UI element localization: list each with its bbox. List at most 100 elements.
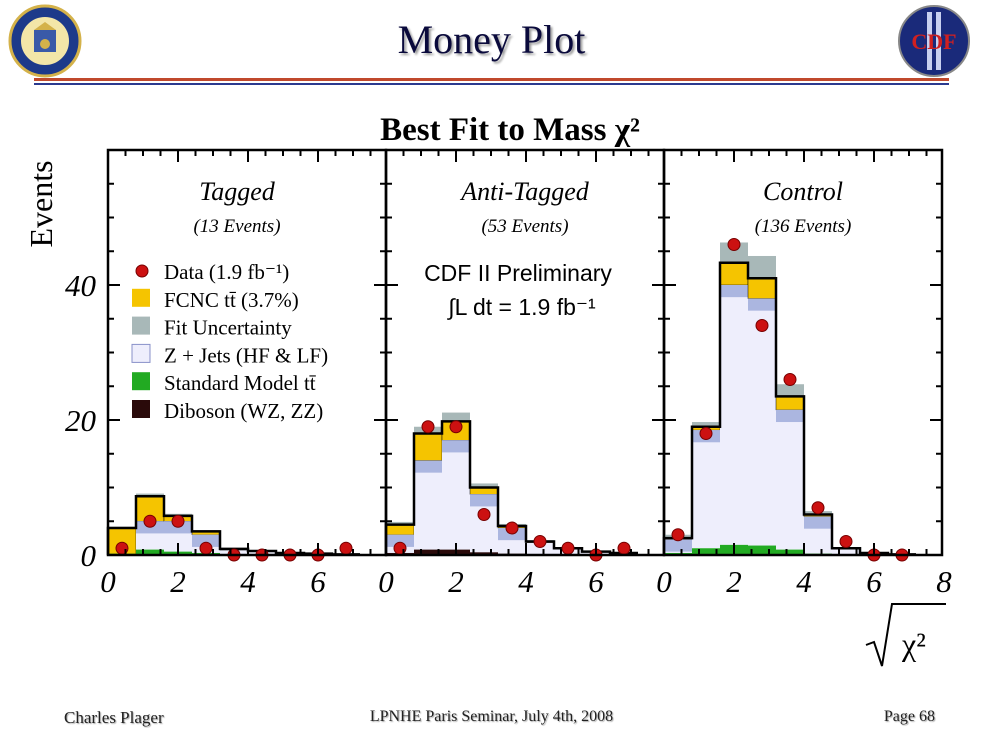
total-histogram-outline	[662, 261, 916, 556]
zjets-shade	[804, 516, 832, 529]
legend-label: Z + Jets (HF & LF)	[164, 343, 328, 367]
fcnc-bar	[747, 278, 777, 299]
zjets-bar	[414, 460, 442, 550]
sm-ttbar-bar	[470, 552, 498, 555]
footer-author: Charles Plager	[64, 708, 164, 727]
y-tick-label: 40	[65, 268, 97, 303]
data-point	[699, 427, 713, 440]
sm-ttbar-bar	[748, 545, 776, 555]
zjets-shade	[664, 539, 692, 552]
zjets-bar	[720, 285, 748, 545]
zjets-bar	[748, 298, 776, 546]
fcnc-bar	[775, 396, 805, 411]
total-histogram-outline	[384, 420, 638, 555]
panel-title: Tagged	[199, 177, 276, 206]
data-point	[449, 420, 463, 434]
legend-swatch	[132, 372, 150, 391]
x-tick-label: 0	[656, 564, 672, 599]
data-point	[755, 319, 769, 332]
title-underline-blue	[34, 83, 949, 85]
fcnc-bar	[413, 433, 443, 461]
panel-events-count: (53 Events)	[481, 216, 568, 237]
data-point	[671, 528, 685, 542]
data-point	[171, 514, 185, 528]
legend-item: Data (1.9 fb⁻¹)	[135, 260, 289, 284]
legend-swatch	[132, 400, 150, 418]
zjets-shade	[470, 494, 498, 507]
x-tick-label: 2	[448, 564, 464, 599]
data-point	[421, 420, 435, 434]
data-point	[727, 238, 741, 251]
data-point	[339, 541, 353, 555]
legend-item: Diboson (WZ, ZZ)	[132, 399, 323, 423]
x-tick-label: 4	[796, 564, 812, 599]
data-point	[199, 541, 213, 555]
legend-item: FCNC tt̄ (3.7%)	[132, 288, 299, 312]
fcnc-bar	[719, 262, 749, 286]
panel-control: 0 2 4 6 8 Control (136 Events)	[656, 148, 952, 599]
legend: Data (1.9 fb⁻¹) FCNC tt̄ (3.7%) Fit Uncert…	[131, 260, 328, 423]
x-tick-label: 0	[100, 564, 116, 599]
zjets-shade	[748, 298, 776, 311]
y-axis-label: Events	[23, 160, 59, 247]
sm-ttbar-bar	[692, 548, 720, 555]
chart-title: Best Fit to Mass χ²	[380, 112, 640, 148]
x-tick-label: 2	[726, 564, 742, 599]
legend-swatch-data	[135, 264, 149, 278]
x-tick-label: 2	[170, 564, 186, 599]
data-point	[839, 535, 853, 548]
zjets-bar	[692, 430, 720, 549]
x-tick-label: 4	[518, 564, 534, 599]
legend-item: Fit Uncertainty	[132, 316, 292, 340]
y-tick-label: 20	[65, 403, 97, 438]
panel-events-count: (13 Events)	[193, 216, 280, 237]
panel-events-count: (136 Events)	[755, 216, 852, 237]
cdf-logo-text: CDF	[911, 29, 956, 54]
x-tick-label: 6	[866, 564, 882, 599]
x-axis-label: χ²	[865, 603, 946, 667]
panel-anti-tagged: 0 2 4 6 Anti-Tagged (53 Events)	[378, 148, 666, 599]
zjets-bar	[526, 542, 554, 555]
data-point	[477, 508, 491, 521]
data-point	[561, 541, 575, 555]
x-tick-label: 8	[936, 564, 952, 599]
legend-label: Diboson (WZ, ZZ)	[164, 399, 323, 423]
zjets-shade	[414, 460, 442, 473]
footer-page-number: Page 68	[883, 708, 935, 725]
legend-item: Z + Jets (HF & LF)	[131, 343, 328, 367]
data-point	[143, 514, 157, 528]
sm-ttbar-bar	[776, 549, 804, 555]
panel-title: Anti-Tagged	[459, 177, 590, 206]
x-axis-label-text: χ²	[901, 626, 926, 662]
x-tick-label: 4	[240, 564, 256, 599]
sm-ttbar-bar	[414, 549, 442, 555]
zjets-bar	[832, 548, 860, 555]
luminosity-label: ∫L dt = 1.9 fb⁻¹	[446, 294, 596, 320]
zjets-bar	[442, 440, 470, 550]
legend-swatch	[132, 316, 150, 335]
sm-ttbar-bar	[136, 549, 164, 555]
zjets-bar	[776, 409, 804, 550]
panel-title: Control	[763, 177, 843, 206]
x-tick-label: 6	[588, 564, 604, 599]
x-tick-label: 0	[378, 564, 394, 599]
zjets-shade	[776, 409, 804, 423]
zjets-shade	[720, 285, 748, 298]
cdf-logo: CDF	[898, 5, 970, 77]
x-tick-label: 6	[310, 564, 326, 599]
panel-tagged: 0 2 4 6 Tagged (13 Events)	[100, 148, 388, 599]
data-point	[505, 521, 519, 535]
legend-item: Standard Model tt̄	[132, 371, 317, 395]
data-point	[533, 535, 547, 548]
legend-swatch	[131, 343, 151, 363]
data-point	[811, 501, 825, 515]
title-underline-red	[34, 78, 949, 81]
data-point	[617, 541, 631, 555]
legend-label: Data (1.9 fb⁻¹)	[164, 260, 289, 284]
total-histogram-outline	[106, 495, 360, 556]
footer-event: LPNHE Paris Seminar, July 4th, 2008	[369, 708, 614, 725]
legend-label: Fit Uncertainty	[164, 316, 292, 340]
zjets-shade	[192, 534, 220, 547]
ucla-seal-logo	[8, 4, 82, 78]
